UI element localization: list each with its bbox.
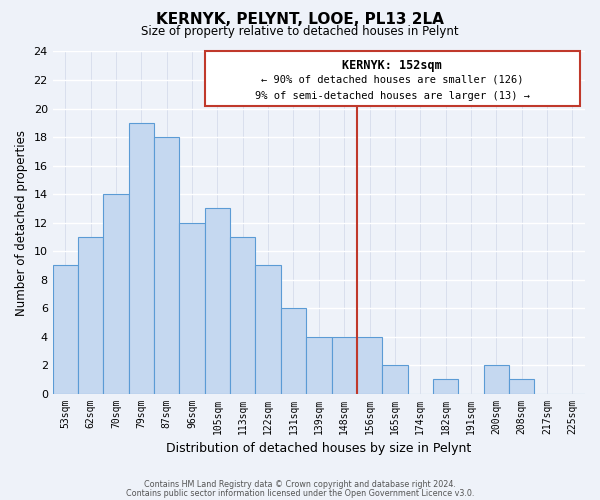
Bar (433, 380, 458, 394)
Bar (78, 237, 103, 394)
Bar (484, 365, 509, 394)
Bar (382, 365, 407, 394)
Y-axis label: Number of detached properties: Number of detached properties (15, 130, 28, 316)
Bar (154, 137, 179, 394)
Bar (230, 237, 256, 394)
Bar (256, 266, 281, 394)
Bar (281, 308, 306, 394)
X-axis label: Distribution of detached houses by size in Pelynt: Distribution of detached houses by size … (166, 442, 472, 455)
Text: Contains HM Land Registry data © Crown copyright and database right 2024.: Contains HM Land Registry data © Crown c… (144, 480, 456, 489)
Bar (53, 266, 78, 394)
Bar (205, 208, 230, 394)
Bar (306, 336, 332, 394)
Bar (179, 222, 205, 394)
Bar (357, 336, 382, 394)
Text: Contains public sector information licensed under the Open Government Licence v3: Contains public sector information licen… (126, 488, 474, 498)
Text: 9% of semi-detached houses are larger (13) →: 9% of semi-detached houses are larger (1… (255, 92, 530, 102)
Bar (205, 52, 580, 106)
Text: Size of property relative to detached houses in Pelynt: Size of property relative to detached ho… (141, 25, 459, 38)
Text: KERNYK: 152sqm: KERNYK: 152sqm (343, 58, 442, 71)
Bar (332, 336, 357, 394)
Bar (103, 194, 129, 394)
Text: KERNYK, PELYNT, LOOE, PL13 2LA: KERNYK, PELYNT, LOOE, PL13 2LA (156, 12, 444, 28)
Bar (509, 380, 535, 394)
Text: ← 90% of detached houses are smaller (126): ← 90% of detached houses are smaller (12… (261, 74, 524, 85)
Bar (129, 123, 154, 394)
